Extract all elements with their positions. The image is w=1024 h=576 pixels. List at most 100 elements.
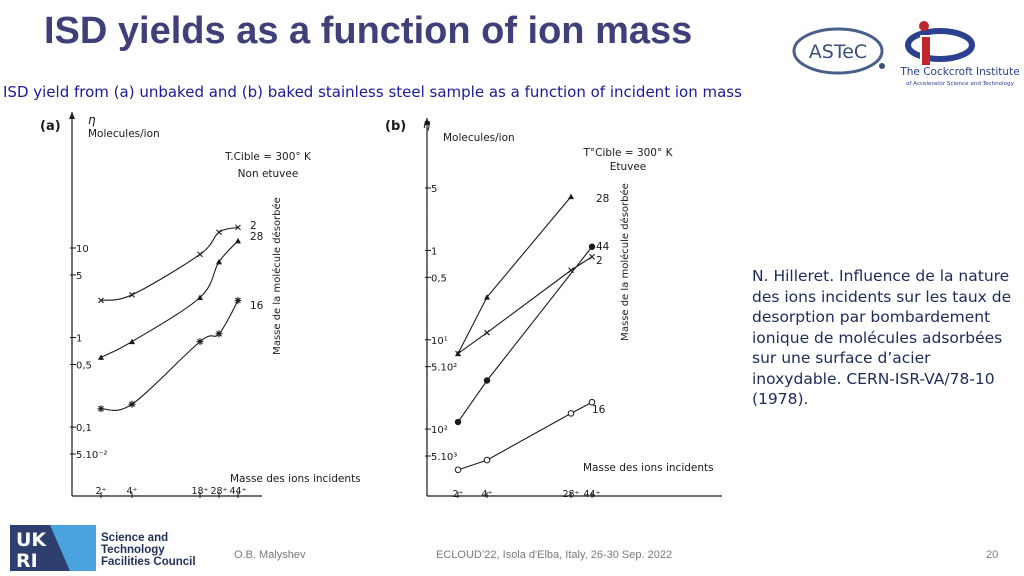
y-axis-symbol: η	[423, 117, 431, 131]
data-point-series-2	[235, 224, 241, 231]
ukri-logo-wedge	[50, 525, 96, 571]
stfc-line-3: Facilities Council	[101, 556, 196, 568]
y-tick-label: 5	[76, 271, 82, 282]
x-axis-title: Masse des ions incidents	[583, 462, 714, 474]
slide-title: ISD yields as a function of ion mass	[44, 10, 693, 52]
data-point-series-16	[567, 410, 575, 417]
chart-panel-b: (b) η Molecules/ion 5 1 0,5 10¹ 5.10² 10² 5.10³ 2⁺…	[385, 117, 722, 500]
data-point-series-16	[196, 338, 204, 346]
y-tick-label: 10¹	[431, 336, 448, 347]
x-tick-label: 44⁺	[229, 486, 246, 497]
data-point-series-2	[484, 329, 490, 336]
molecule-mass-axis-label: Masse de la molécule désorbée	[619, 183, 631, 341]
astec-logo-ring	[792, 27, 884, 75]
slide-subtitle: ISD yield from (a) unbaked and (b) baked…	[3, 83, 742, 101]
data-point-series-2	[568, 267, 574, 274]
data-point-series-2	[589, 253, 595, 260]
panel-label: (b)	[385, 119, 406, 134]
series-label-16: 16	[592, 404, 606, 416]
y-tick-label: 0,1	[76, 423, 92, 434]
data-point-series-44	[483, 377, 491, 384]
data-point-series-16	[97, 405, 105, 413]
y-tick-label: 5.10⁻²	[76, 450, 108, 461]
ukri-logo-text-uk: UK	[16, 529, 47, 551]
condition-label-bake: Etuvee	[610, 161, 647, 173]
stfc-logo-text: Science and Technology Facilities Counci…	[101, 532, 196, 568]
data-point-series-2	[455, 350, 461, 357]
series-label-28: 28	[596, 193, 609, 205]
y-axis-title: Molecules/ion	[443, 132, 515, 144]
data-point-series-28	[568, 193, 574, 200]
x-tick-label: 2⁺	[95, 486, 106, 497]
x-tick-label: 28⁺	[210, 486, 227, 497]
data-point-series-16	[454, 466, 462, 474]
y-tick-label: 0,5	[76, 360, 92, 371]
panel-label: (a)	[40, 119, 61, 134]
data-point-series-28	[98, 354, 104, 360]
y-axis-arrow	[69, 112, 75, 119]
cockcroft-logo-line1: The Cockcroft Institute	[899, 66, 1019, 78]
condition-label-temperature: T.Cible = 300° K	[224, 151, 312, 163]
ukri-logo-text-ri: RI	[16, 550, 38, 571]
condition-label-bake: Non etuvee	[238, 168, 299, 180]
series-label-2: 2	[250, 220, 257, 232]
cockcroft-logo: The Cockcroft Institute of Accelerator S…	[899, 21, 1020, 87]
data-point-series-2	[197, 251, 203, 258]
astec-logo-text: ASTeC	[809, 41, 867, 63]
data-point-series-44	[588, 243, 596, 250]
data-point-series-44	[454, 418, 462, 426]
cockcroft-logo-bar	[922, 37, 930, 65]
series-line-44	[457, 246, 593, 423]
data-point-series-16	[588, 398, 596, 406]
y-axis-title: Molecules/ion	[88, 128, 160, 140]
y-tick-label: 5.10²	[431, 363, 457, 374]
cockcroft-logo-ring	[905, 28, 975, 62]
series-line-28	[100, 240, 239, 358]
data-point-series-28	[216, 258, 222, 265]
data-point-series-16	[483, 456, 491, 464]
x-tick-label: 44⁺	[583, 489, 600, 500]
y-tick-label: 10	[76, 244, 89, 255]
data-point-series-2	[98, 297, 104, 304]
data-point-series-2	[129, 291, 135, 298]
footer-event: ECLOUD’22, Isola d'Elba, Italy, 26-30 Se…	[436, 549, 673, 561]
y-tick-label: 5	[431, 184, 437, 195]
condition-label-temperature: T°Cible = 300° K	[583, 147, 674, 159]
series-line-2	[457, 256, 593, 355]
molecule-mass-axis-label: Masse de la molécule désorbée	[271, 197, 283, 355]
y-tick-label: 10²	[431, 425, 448, 436]
data-point-series-16	[234, 296, 242, 304]
reference-citation: N. Hilleret. Influence de la nature des …	[752, 267, 1012, 408]
series-label-2: 2	[596, 255, 603, 267]
data-point-series-28	[129, 338, 135, 345]
y-tick-label: 1	[76, 334, 82, 345]
y-tick-label: 5.10³	[431, 452, 457, 463]
footer-page-number: 20	[986, 549, 999, 561]
data-point-series-28	[197, 294, 203, 300]
x-axis-title: Masse des ions incidents	[230, 473, 361, 485]
x-tick-label: 18⁺	[191, 486, 208, 497]
series-label-44: 44	[596, 241, 610, 253]
series-line-16	[100, 300, 239, 411]
footer-author: O.B. Malyshev	[234, 549, 306, 561]
series-label-28: 28	[250, 231, 263, 243]
x-tick-label: 2⁺	[452, 489, 463, 500]
ukri-logo: UK RI	[10, 525, 96, 571]
x-tick-label: 4⁺	[481, 489, 492, 500]
data-point-series-28	[235, 237, 241, 244]
data-point-series-16	[215, 330, 223, 338]
astec-logo: ASTeC	[792, 27, 885, 75]
x-tick-label: 4⁺	[126, 486, 137, 497]
stfc-line-1: Science and	[101, 532, 169, 544]
cockcroft-logo-dot	[919, 21, 929, 31]
data-point-series-16	[128, 400, 136, 408]
x-tick-label: 28⁺	[562, 489, 579, 500]
series-line-16	[457, 401, 593, 471]
y-axis-symbol: η	[88, 113, 96, 127]
y-tick-label: 0,5	[431, 273, 447, 284]
data-point-series-2	[216, 229, 222, 236]
astec-logo-dot	[879, 63, 885, 69]
series-line-28	[457, 196, 572, 354]
